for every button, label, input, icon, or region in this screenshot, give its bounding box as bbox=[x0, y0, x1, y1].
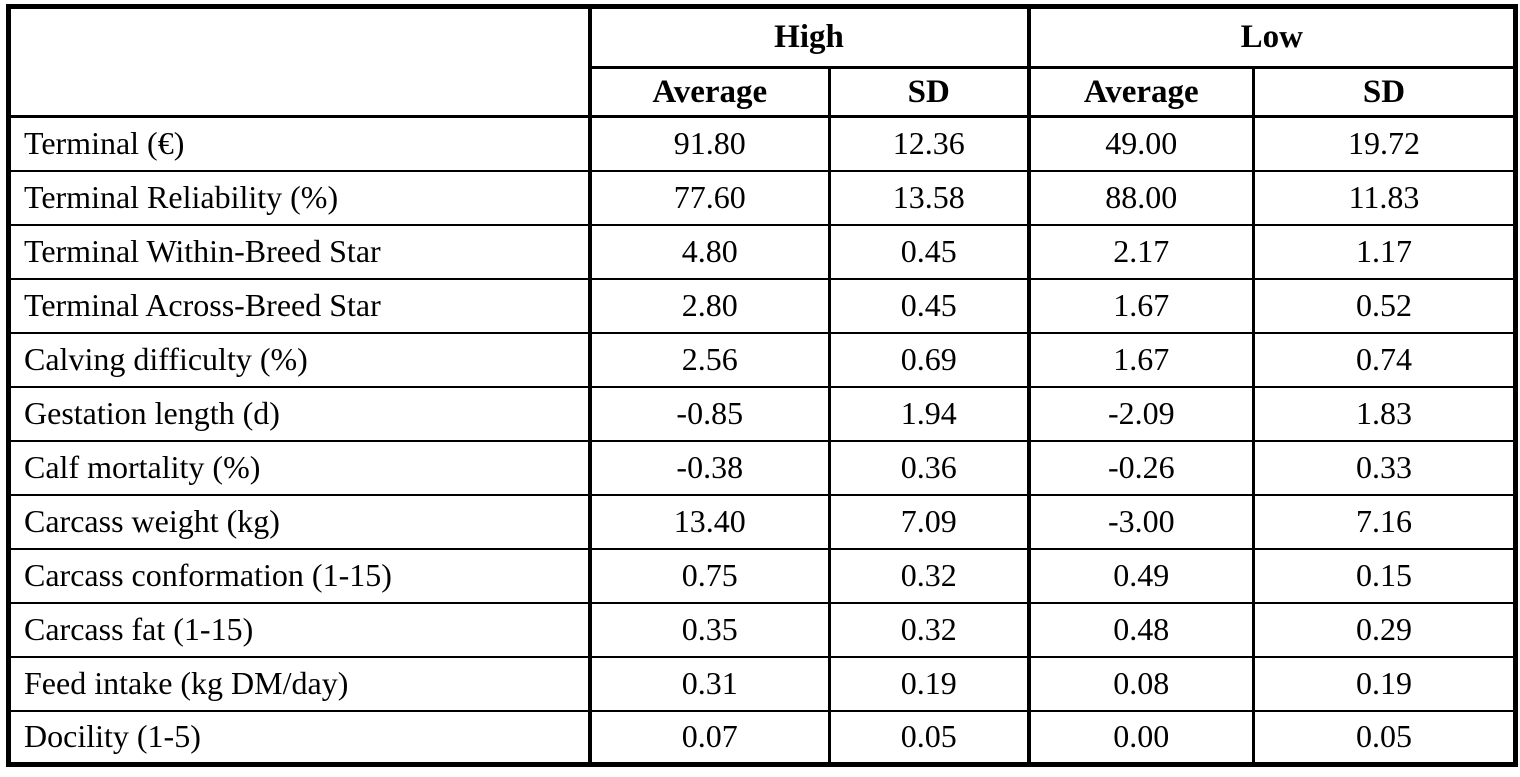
cell-high-average: 77.60 bbox=[587, 169, 831, 226]
column-header-low-average: Average bbox=[1026, 66, 1255, 118]
cell-high-sd: 0.45 bbox=[827, 223, 1030, 280]
cell-low-sd: 19.72 bbox=[1252, 115, 1517, 172]
column-header-low-sd: SD bbox=[1252, 66, 1517, 118]
traits-summary-table: High Low Average SD Average SD Terminal … bbox=[6, 4, 1519, 767]
cell-low-average: 88.00 bbox=[1026, 169, 1255, 226]
row-label: Carcass conformation (1-15) bbox=[7, 547, 591, 604]
table-row: Carcass weight (kg) 13.40 7.09 -3.00 7.1… bbox=[7, 493, 1517, 550]
row-label: Terminal Within-Breed Star bbox=[7, 223, 591, 280]
cell-low-sd: 0.19 bbox=[1252, 655, 1517, 712]
sub-header-row: Average SD Average SD bbox=[9, 66, 1517, 118]
cell-high-sd: 0.45 bbox=[827, 277, 1030, 334]
cell-high-sd: 0.36 bbox=[827, 439, 1030, 496]
group-header-low: Low bbox=[1026, 5, 1517, 69]
cell-high-average: 0.31 bbox=[587, 655, 831, 712]
row-label: Feed intake (kg DM/day) bbox=[7, 655, 591, 712]
table-body: Terminal (€) 91.80 12.36 49.00 19.72 Ter… bbox=[7, 115, 1517, 766]
cell-high-sd: 0.32 bbox=[827, 547, 1030, 604]
cell-low-average: 2.17 bbox=[1026, 223, 1255, 280]
cell-low-sd: 0.15 bbox=[1252, 547, 1517, 604]
column-header-high-average: Average bbox=[587, 66, 831, 118]
cell-high-sd: 13.58 bbox=[827, 169, 1030, 226]
row-label: Calf mortality (%) bbox=[7, 439, 591, 496]
cell-low-average: 0.48 bbox=[1026, 601, 1255, 658]
cell-high-sd: 7.09 bbox=[827, 493, 1030, 550]
table-row: Terminal Across-Breed Star 2.80 0.45 1.6… bbox=[7, 277, 1517, 334]
cell-high-average: -0.85 bbox=[587, 385, 831, 442]
cell-high-average: 0.75 bbox=[587, 547, 831, 604]
cell-high-average: -0.38 bbox=[587, 439, 831, 496]
table-row: Calving difficulty (%) 2.56 0.69 1.67 0.… bbox=[7, 331, 1517, 388]
row-label: Carcass weight (kg) bbox=[7, 493, 591, 550]
cell-low-average: 0.49 bbox=[1026, 547, 1255, 604]
table-row: Terminal (€) 91.80 12.36 49.00 19.72 bbox=[7, 115, 1517, 172]
cell-low-sd: 0.52 bbox=[1252, 277, 1517, 334]
table-row: Docility (1-5) 0.07 0.05 0.00 0.05 bbox=[7, 709, 1517, 766]
row-label: Terminal Reliability (%) bbox=[7, 169, 591, 226]
table-row: Feed intake (kg DM/day) 0.31 0.19 0.08 0… bbox=[7, 655, 1517, 712]
row-label: Calving difficulty (%) bbox=[7, 331, 591, 388]
cell-low-average: -0.26 bbox=[1026, 439, 1255, 496]
row-label: Gestation length (d) bbox=[7, 385, 591, 442]
cell-high-sd: 12.36 bbox=[827, 115, 1030, 172]
cell-low-sd: 0.29 bbox=[1252, 601, 1517, 658]
cell-high-sd: 0.32 bbox=[827, 601, 1030, 658]
cell-low-sd: 11.83 bbox=[1252, 169, 1517, 226]
table-row: Calf mortality (%) -0.38 0.36 -0.26 0.33 bbox=[7, 439, 1517, 496]
cell-high-average: 4.80 bbox=[587, 223, 831, 280]
cell-high-average: 0.07 bbox=[587, 709, 831, 766]
table-row: Terminal Within-Breed Star 4.80 0.45 2.1… bbox=[7, 223, 1517, 280]
cell-high-sd: 0.05 bbox=[827, 709, 1030, 766]
cell-high-sd: 0.19 bbox=[827, 655, 1030, 712]
row-label: Docility (1-5) bbox=[7, 709, 591, 766]
cell-high-sd: 1.94 bbox=[827, 385, 1030, 442]
group-header-high: High bbox=[587, 5, 1030, 69]
cell-high-average: 91.80 bbox=[587, 115, 831, 172]
row-label: Terminal Across-Breed Star bbox=[7, 277, 591, 334]
cell-low-sd: 0.74 bbox=[1252, 331, 1517, 388]
cell-high-average: 2.56 bbox=[587, 331, 831, 388]
cell-high-average: 2.80 bbox=[587, 277, 831, 334]
cell-low-sd: 0.33 bbox=[1252, 439, 1517, 496]
table-row: Terminal Reliability (%) 77.60 13.58 88.… bbox=[7, 169, 1517, 226]
row-label: Carcass fat (1-15) bbox=[7, 601, 591, 658]
cell-low-average: 0.00 bbox=[1026, 709, 1255, 766]
corner-cell bbox=[7, 5, 592, 118]
cell-low-sd: 1.83 bbox=[1252, 385, 1517, 442]
row-label: Terminal (€) bbox=[7, 115, 591, 172]
cell-low-average: 0.08 bbox=[1026, 655, 1255, 712]
cell-high-average: 0.35 bbox=[587, 601, 831, 658]
cell-low-average: 49.00 bbox=[1026, 115, 1255, 172]
cell-high-average: 13.40 bbox=[587, 493, 831, 550]
cell-low-sd: 7.16 bbox=[1252, 493, 1517, 550]
cell-low-average: -3.00 bbox=[1026, 493, 1255, 550]
cell-low-average: -2.09 bbox=[1026, 385, 1255, 442]
cell-low-sd: 1.17 bbox=[1252, 223, 1517, 280]
group-header-row: High Low bbox=[7, 5, 1517, 118]
column-header-high-sd: SD bbox=[827, 66, 1030, 118]
cell-low-sd: 0.05 bbox=[1252, 709, 1517, 766]
cell-high-sd: 0.69 bbox=[827, 331, 1030, 388]
table-row: Carcass conformation (1-15) 0.75 0.32 0.… bbox=[7, 547, 1517, 604]
table-row: Carcass fat (1-15) 0.35 0.32 0.48 0.29 bbox=[7, 601, 1517, 658]
cell-low-average: 1.67 bbox=[1026, 331, 1255, 388]
cell-low-average: 1.67 bbox=[1026, 277, 1255, 334]
table-row: Gestation length (d) -0.85 1.94 -2.09 1.… bbox=[7, 385, 1517, 442]
